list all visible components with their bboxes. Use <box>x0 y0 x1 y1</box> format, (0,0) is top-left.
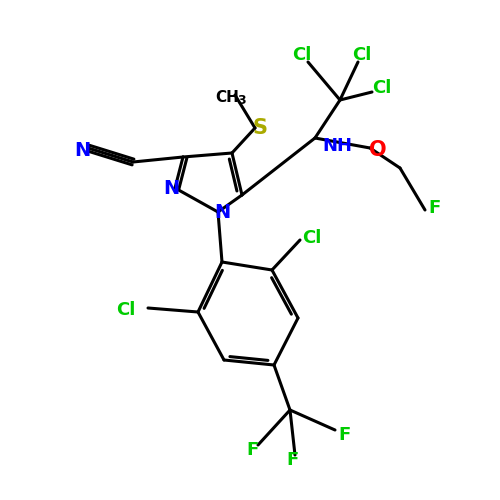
Text: F: F <box>246 441 258 459</box>
Text: N: N <box>214 202 230 222</box>
Text: N: N <box>163 178 179 198</box>
Text: Cl: Cl <box>352 46 372 64</box>
Text: F: F <box>429 199 441 217</box>
Text: NH: NH <box>322 137 352 155</box>
Text: Cl: Cl <box>116 301 136 319</box>
Text: S: S <box>252 118 268 138</box>
Text: CH: CH <box>215 90 239 104</box>
Text: 3: 3 <box>236 94 246 106</box>
Text: N: N <box>74 140 90 160</box>
Text: Cl: Cl <box>372 79 392 97</box>
Text: Cl: Cl <box>292 46 312 64</box>
Text: O: O <box>369 140 387 160</box>
Text: F: F <box>339 426 351 444</box>
Text: Cl: Cl <box>302 229 322 247</box>
Text: F: F <box>286 451 298 469</box>
